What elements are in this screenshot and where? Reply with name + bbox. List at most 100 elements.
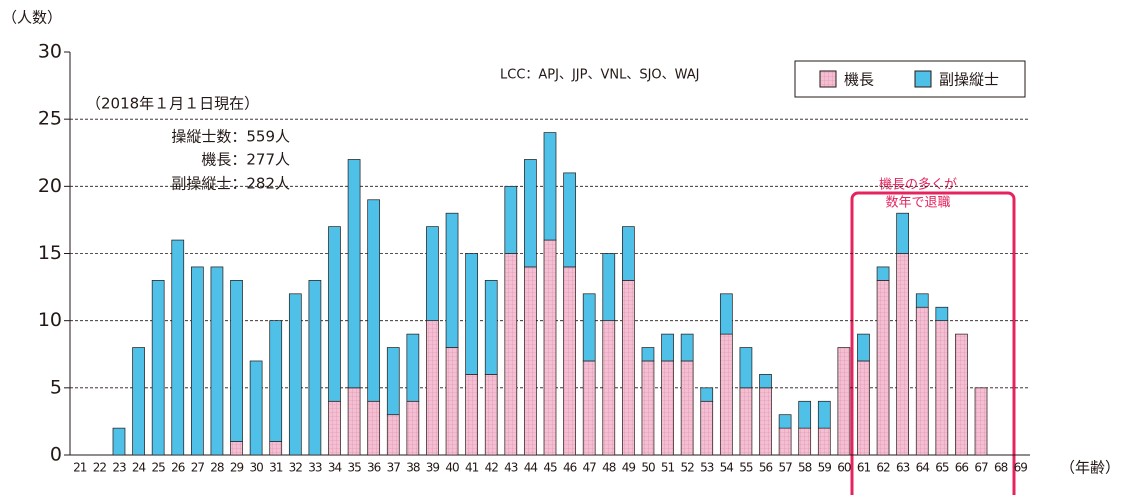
y-axis-label: （人数） (2, 9, 62, 27)
bar-segment (445, 212, 459, 348)
x-tick-label: 68 (994, 461, 1008, 475)
x-tick-label: 34 (328, 461, 342, 475)
bar-segment (602, 253, 616, 322)
bar-segment (622, 280, 635, 456)
bar-segment (602, 320, 616, 456)
bar-segment (426, 320, 439, 456)
bar-segment (386, 347, 400, 416)
bar-segment (661, 333, 674, 362)
x-axis-label: （年齢） (1060, 459, 1120, 477)
bar-segment (328, 226, 341, 402)
y-tick-label: 5 (50, 376, 62, 398)
x-tick-label: 60 (837, 461, 851, 475)
bar-segment (641, 360, 655, 456)
bar-segment (739, 347, 753, 389)
x-tick-label: 39 (426, 461, 440, 475)
bar-segment (817, 427, 831, 456)
legend-swatch (914, 70, 932, 88)
annotation: 副操縦士：282人 (171, 175, 290, 193)
bar-segment (798, 427, 812, 456)
bar-segment (915, 293, 929, 308)
bar-segment (719, 333, 733, 456)
x-tick-label: 23 (112, 461, 126, 475)
bar-segment (151, 280, 165, 456)
x-tick-label: 25 (152, 461, 166, 475)
x-tick-label: 58 (798, 461, 812, 475)
bar-segment (484, 280, 498, 375)
x-tick-label: 64 (916, 461, 930, 475)
bar-segment (367, 199, 381, 402)
bar-segment (837, 347, 851, 456)
x-tick-label: 50 (641, 461, 655, 475)
bar-segment (739, 387, 753, 456)
bar-segment (210, 266, 224, 456)
x-tick-label: 47 (583, 461, 597, 475)
x-tick-label: 29 (230, 461, 244, 475)
bar-segment (308, 280, 322, 456)
bar-segment (759, 387, 772, 456)
bar-segment (406, 333, 420, 402)
x-tick-label: 62 (876, 461, 890, 475)
bar-segment (484, 374, 498, 456)
bar-segment (406, 400, 420, 456)
bar-segment (347, 159, 361, 389)
bar-segment (680, 360, 694, 456)
x-tick-label: 41 (465, 461, 479, 475)
bar-segment (445, 347, 459, 456)
bar-segment (230, 441, 243, 456)
bar-segment (426, 226, 439, 322)
x-tick-label: 28 (210, 461, 224, 475)
bar-segment (896, 212, 910, 254)
x-tick-label: 42 (485, 461, 499, 475)
x-tick-label: 57 (778, 461, 792, 475)
x-tick-label: 49 (622, 461, 636, 475)
x-tick-label: 56 (759, 461, 773, 475)
bar-segment (563, 266, 576, 456)
x-tick-label: 63 (896, 461, 910, 475)
x-tick-label: 43 (504, 461, 518, 475)
bar-segment (680, 333, 694, 362)
y-tick-label: 30 (38, 41, 62, 63)
x-tick-label: 24 (132, 461, 146, 475)
bar-segment (935, 320, 949, 456)
annotation: LCC：APJ、JJP、VNL、SJO、WAJ (500, 68, 700, 83)
bar-segment (719, 293, 733, 335)
bar-segment (504, 253, 518, 456)
bar-segment (171, 239, 185, 456)
x-tick-label: 54 (720, 461, 734, 475)
bar-segment (778, 427, 792, 456)
x-tick-label: 66 (955, 461, 969, 475)
bar-segment (563, 172, 576, 268)
bar-segment (778, 414, 792, 429)
bar-segment (132, 347, 145, 456)
x-tick-label: 48 (602, 461, 616, 475)
x-tick-label: 46 (563, 461, 577, 475)
highlight-box (850, 191, 1016, 495)
bar-segment (347, 387, 361, 456)
bar-segment (386, 414, 400, 456)
bar-segment (876, 280, 890, 456)
bar-segment (876, 266, 890, 281)
x-tick-label: 61 (857, 461, 871, 475)
y-tick-label: 10 (38, 309, 62, 331)
x-tick-label: 31 (269, 461, 283, 475)
bar-segment (759, 374, 772, 389)
bar-segment (269, 320, 283, 442)
legend-label: 副操縦士 (939, 71, 999, 89)
x-tick-label: 35 (347, 461, 361, 475)
x-tick-label: 67 (974, 461, 988, 475)
bar-segment (249, 360, 263, 456)
x-tick-label: 44 (524, 461, 538, 475)
x-tick-label: 27 (191, 461, 205, 475)
legend-label: 機長 (844, 71, 874, 89)
x-tick-label: 40 (445, 461, 459, 475)
bar-segment (974, 387, 988, 456)
x-tick-label: 32 (289, 461, 303, 475)
y-tick-label: 15 (38, 242, 62, 264)
annotation: 数年で退職 (885, 196, 950, 211)
bar-segment (582, 293, 596, 362)
bar-segment (543, 132, 557, 241)
x-tick-label: 55 (739, 461, 753, 475)
bar-segment (504, 185, 518, 254)
